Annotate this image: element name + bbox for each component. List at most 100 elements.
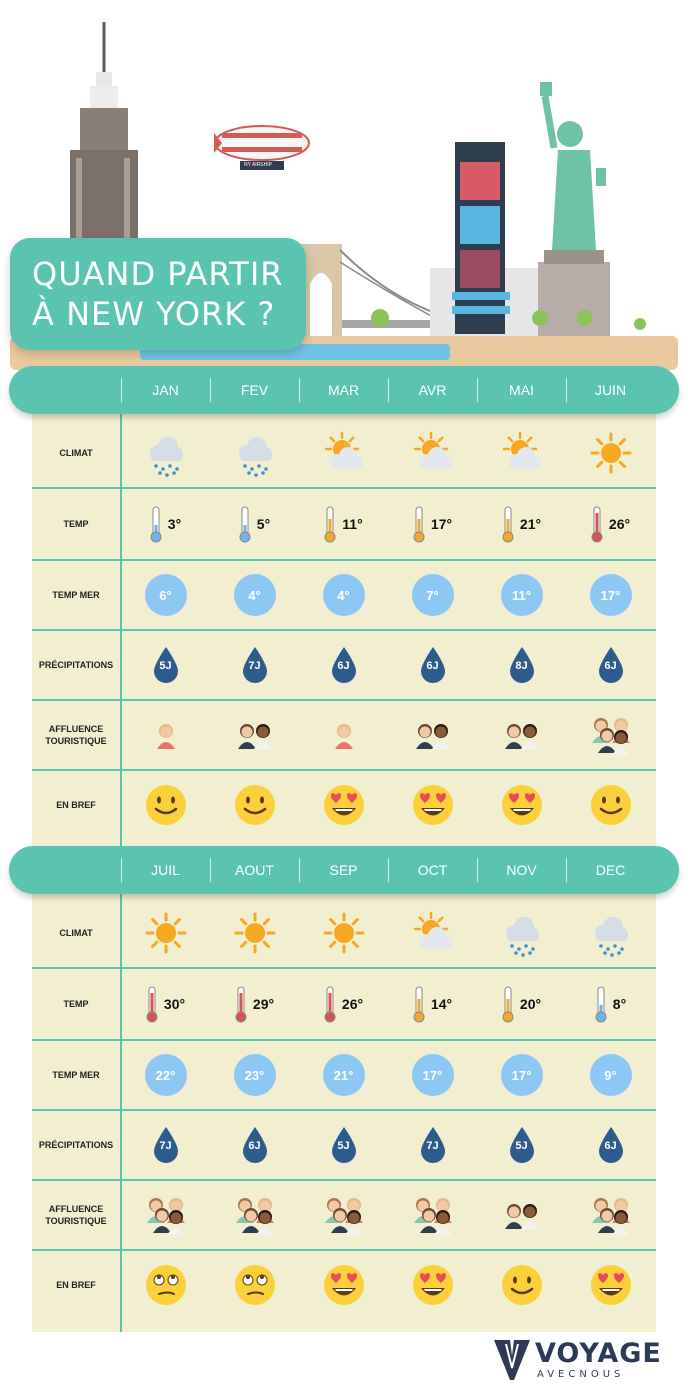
cell-precipitations: 6J (566, 630, 655, 700)
cell-affluence (477, 1180, 566, 1250)
cell-climat (566, 418, 655, 488)
row-label: EN BREF (56, 800, 96, 810)
tourist-group-icon (235, 1198, 274, 1235)
tourist-pair-icon (504, 724, 539, 749)
cell-affluence (121, 700, 210, 770)
row-precipitations: PRÉCIPITATIONS 5J 7J 6J 6J 8J 6J (32, 630, 656, 700)
cell-en-bref (477, 1250, 566, 1320)
cell-affluence (299, 1180, 388, 1250)
temperature-value: 26° (341, 996, 364, 1012)
cell-precipitations: 6J (566, 1110, 655, 1180)
page-title-box: QUAND PARTIR À NEW YORK ? (10, 238, 306, 350)
month-divider (388, 858, 389, 882)
tourist-group-icon (146, 1198, 185, 1235)
month-divider (388, 378, 389, 402)
logo-mark-icon (494, 1340, 530, 1380)
sea-temperature-badge: 22° (144, 1054, 187, 1096)
sun-cloud-icon (324, 431, 363, 469)
cell-precipitations: 6J (299, 630, 388, 700)
tourist-single-icon (334, 724, 353, 749)
rain-days-badge: 6J (596, 1126, 626, 1164)
sea-temperature-badge: 23° (233, 1054, 276, 1096)
month-label: FEV (240, 382, 269, 398)
rain-days-badge: 5J (507, 1126, 537, 1164)
month-divider (210, 378, 211, 402)
rain-cloud-icon (505, 917, 539, 957)
tourist-group-icon (324, 1198, 363, 1235)
row-en-bref: EN BREF (32, 770, 656, 840)
thermometer-icon (235, 986, 247, 1023)
thermometer-icon (502, 506, 514, 543)
month-divider (121, 858, 122, 882)
cell-en-bref (566, 770, 655, 840)
sun-cloud-icon (413, 911, 452, 949)
rain-days-value: 6J (604, 1140, 617, 1152)
cell-temp-mer: 7° (388, 560, 477, 630)
cell-affluence (121, 1180, 210, 1250)
cell-precipitations: 6J (388, 630, 477, 700)
heart-eyes-emoji-icon (323, 1265, 364, 1305)
rain-days-value: 6J (426, 660, 439, 672)
cell-precipitations: 6J (210, 1110, 299, 1180)
heart-eyes-emoji-icon (412, 1265, 453, 1305)
cell-affluence (388, 700, 477, 770)
row-climat: CLIMAT (32, 418, 656, 488)
month-divider (477, 378, 478, 402)
row-label: PRÉCIPITATIONS (38, 1140, 114, 1150)
thermometer-icon (595, 986, 607, 1023)
temperature-value: 21° (519, 516, 542, 532)
cell-climat (388, 898, 477, 968)
thermometer-icon (324, 986, 336, 1023)
raindrop-icon (153, 647, 178, 683)
cell-climat (566, 898, 655, 968)
cell-temp-mer: 17° (566, 560, 655, 630)
label-column-divider (120, 870, 122, 1332)
month-divider (477, 858, 478, 882)
month-divider (566, 378, 567, 402)
row-label: TEMP MER (52, 1070, 100, 1080)
cell-temp: 26° (299, 968, 388, 1040)
month-header-bar: JUIL AOUT SEP OCT NOV DEC (9, 846, 679, 894)
row-temp-mer: TEMP MER 6° 4° 4° 7° 11° 17° (32, 560, 656, 630)
tourist-group-icon (591, 1198, 630, 1235)
cell-en-bref (210, 770, 299, 840)
heart-eyes-emoji-icon (590, 1265, 631, 1305)
page-title-line-2: À NEW YORK ? (32, 295, 276, 333)
raindrop-icon (153, 1127, 178, 1163)
row-divider (32, 1109, 656, 1111)
smile-emoji-icon (590, 785, 631, 825)
smile-emoji-icon (501, 1265, 542, 1305)
row-label: AFFLUENCE TOURISTIQUE (45, 1204, 107, 1226)
sea-temperature-badge: 17° (500, 1054, 543, 1096)
cell-climat (299, 898, 388, 968)
rain-days-badge: 6J (596, 646, 626, 684)
temperature-value: 17° (430, 516, 453, 532)
row-divider (32, 769, 656, 771)
row-divider (32, 1039, 656, 1041)
month-label: JUIN (594, 382, 627, 398)
rain-days-badge: 5J (151, 646, 181, 684)
row-climat: CLIMAT (32, 898, 656, 968)
temperature-value: 5° (256, 516, 271, 532)
cell-precipitations: 7J (388, 1110, 477, 1180)
raindrop-icon (420, 1127, 445, 1163)
cell-en-bref (121, 770, 210, 840)
temperature-value: 20° (519, 996, 542, 1012)
rain-days-badge: 6J (240, 1126, 270, 1164)
voyage-avecnous-logo: VOYAGE AVECNOUS (492, 1338, 662, 1384)
cell-precipitations: 5J (299, 1110, 388, 1180)
thermometer-icon (502, 986, 514, 1023)
temperature-value: 8° (612, 996, 627, 1012)
rain-days-badge: 5J (329, 1126, 359, 1164)
cell-en-bref (299, 1250, 388, 1320)
raindrop-icon (598, 647, 623, 683)
cell-temp-mer: 23° (210, 1040, 299, 1110)
label-column-divider (120, 390, 122, 852)
cell-precipitations: 7J (210, 630, 299, 700)
month-label: MAI (509, 382, 534, 398)
thermometer-icon (239, 506, 251, 543)
cell-precipitations: 7J (121, 1110, 210, 1180)
row-divider (32, 559, 656, 561)
month-label: DEC (595, 862, 626, 878)
row-precipitations: PRÉCIPITATIONS 7J 6J 5J 7J 5J 6J (32, 1110, 656, 1180)
